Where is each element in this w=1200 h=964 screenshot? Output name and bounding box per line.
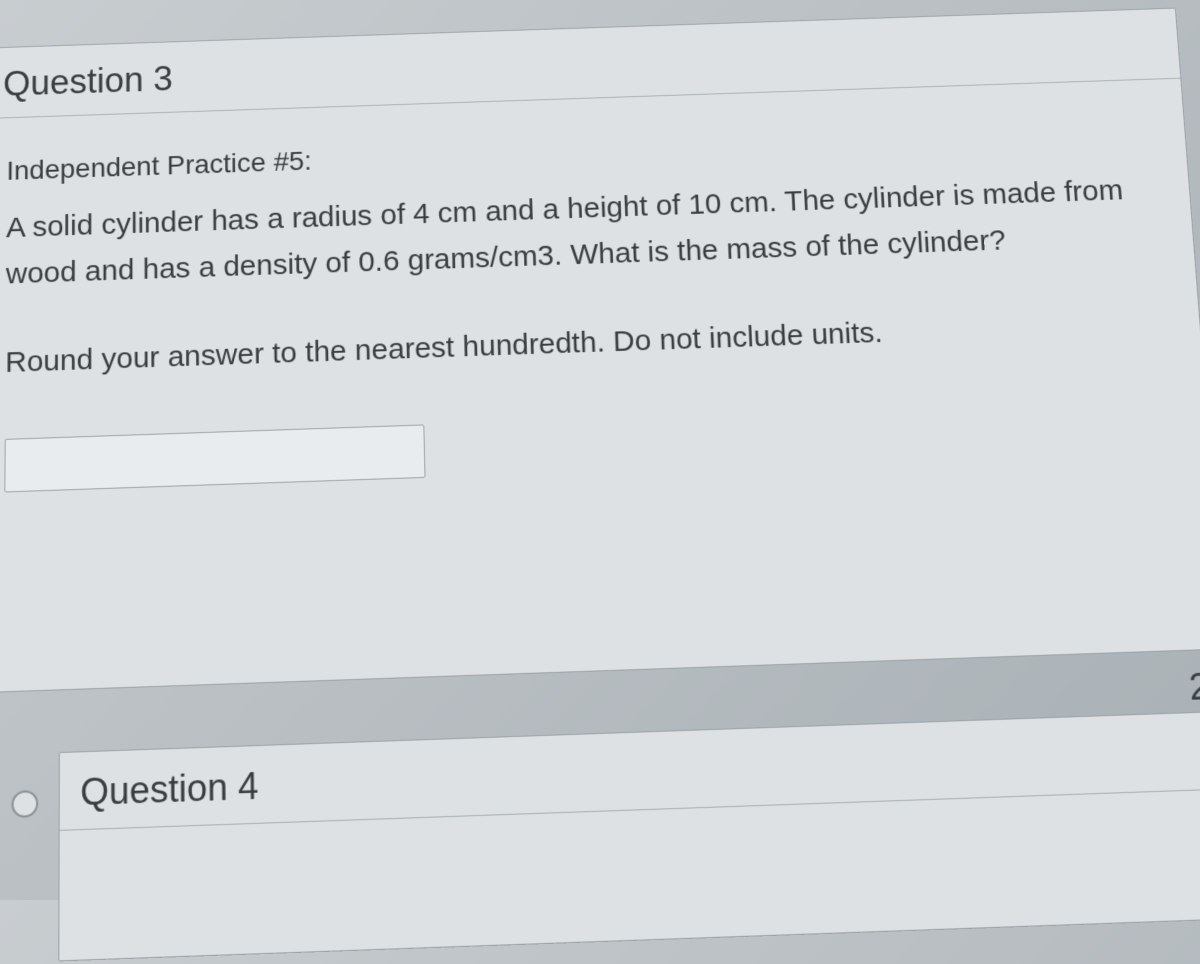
question-3-body: Independent Practice #5: A solid cylinde… <box>0 79 1200 518</box>
points-badge: 2 <box>1188 665 1200 709</box>
question-4-radio-icon[interactable] <box>11 790 38 818</box>
answer-input[interactable] <box>4 424 425 492</box>
question-4-card: Question 4 <box>58 711 1200 962</box>
problem-text: A solid cylinder has a radius of 4 cm an… <box>6 166 1171 298</box>
question-3-card: Question 3 Independent Practice #5: A so… <box>0 8 1200 694</box>
question-4-header: Question 4 <box>60 712 1200 831</box>
instruction-text: Round your answer to the nearest hundred… <box>5 307 1177 380</box>
